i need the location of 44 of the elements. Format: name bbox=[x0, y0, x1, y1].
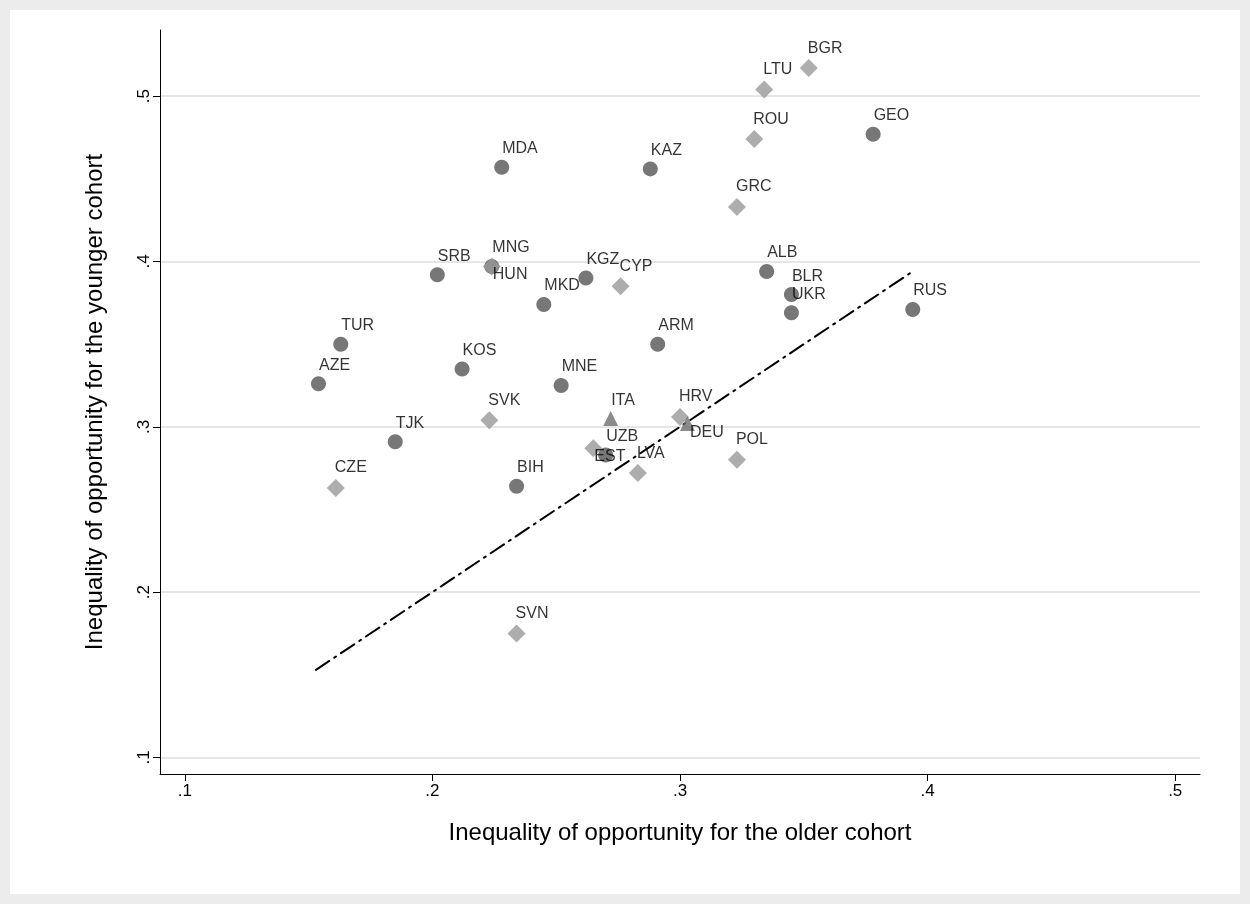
data-label: HRV bbox=[679, 387, 713, 405]
x-tick-label: .5 bbox=[1168, 781, 1183, 800]
data-label: ROU bbox=[753, 109, 789, 127]
data-label: KGZ bbox=[586, 250, 620, 267]
data-label: KOS bbox=[462, 340, 497, 358]
data-label: POL bbox=[735, 430, 769, 448]
data-label: DEU bbox=[689, 423, 724, 441]
data-label: MKD bbox=[544, 276, 580, 294]
data-label: ITA bbox=[611, 390, 636, 408]
x-tick-label: .3 bbox=[672, 781, 688, 800]
x-tick-label: .1 bbox=[177, 781, 192, 800]
y-axis-title: Inequality of opportunity for the younger cohort bbox=[79, 153, 107, 651]
x-tick-label: .2 bbox=[425, 781, 440, 800]
data-label: SVN bbox=[515, 603, 549, 621]
data-label: HUN bbox=[492, 264, 528, 282]
data-label: SVK bbox=[488, 390, 521, 408]
y-tick-label: .5 bbox=[134, 89, 153, 104]
data-label: MNE bbox=[561, 357, 598, 375]
data-label: MDA bbox=[502, 139, 539, 157]
data-label: ARM bbox=[658, 316, 694, 334]
data-label: BLR bbox=[791, 266, 824, 284]
data-label: GRC bbox=[735, 177, 772, 195]
data-label: LTU bbox=[763, 60, 793, 78]
y-tick-label: .1 bbox=[134, 750, 153, 765]
data-label: ALB bbox=[767, 243, 798, 261]
data-label: TJK bbox=[395, 413, 425, 431]
data-label: SRB bbox=[437, 246, 471, 264]
data-label: RUS bbox=[913, 281, 948, 299]
x-axis-title: Inequality of opportunity for the older cohort bbox=[448, 817, 912, 845]
data-label: BGR bbox=[807, 38, 843, 56]
data-label: TUR bbox=[341, 316, 375, 334]
data-label: MNG bbox=[492, 238, 530, 256]
x-tick-label: .4 bbox=[920, 781, 935, 800]
data-label: CYP bbox=[619, 256, 653, 274]
y-tick-label: .4 bbox=[134, 254, 153, 269]
y-tick-label: .2 bbox=[134, 585, 153, 600]
data-label: LVA bbox=[636, 443, 666, 461]
data-label: KAZ bbox=[650, 140, 683, 158]
data-label: AZE bbox=[318, 355, 351, 373]
data-label: UZB bbox=[606, 426, 639, 444]
data-label: GEO bbox=[873, 106, 910, 124]
y-tick-label: .3 bbox=[134, 419, 153, 434]
data-label: BIH bbox=[517, 458, 544, 476]
data-label: CZE bbox=[334, 458, 367, 476]
